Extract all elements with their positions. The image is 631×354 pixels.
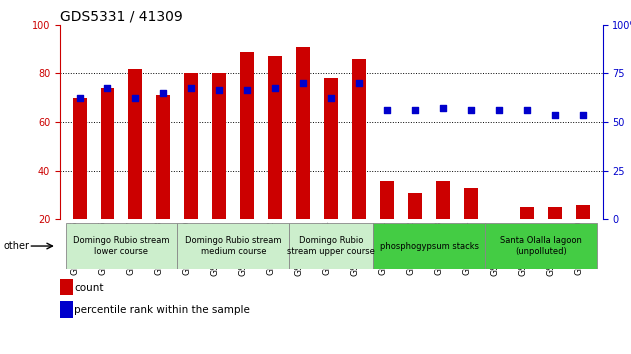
Bar [464,188,478,268]
Point [74,95,85,101]
Point [438,105,448,110]
Bar [100,88,114,268]
Bar [297,47,310,268]
Bar [73,98,86,268]
Text: Santa Olalla lagoon
(unpolluted): Santa Olalla lagoon (unpolluted) [500,236,582,256]
Point [186,85,196,91]
Bar [60,279,73,296]
Bar [213,73,227,268]
Text: Domingo Rubio stream
medium course: Domingo Rubio stream medium course [185,236,281,256]
Point [298,80,309,86]
Bar [66,223,177,269]
Text: Domingo Rubio stream
lower course: Domingo Rubio stream lower course [73,236,170,256]
Point [522,107,532,113]
Bar [520,207,534,268]
Bar [352,59,366,268]
Bar [548,207,562,268]
Bar [184,73,198,268]
Text: Domingo Rubio
stream upper course: Domingo Rubio stream upper course [287,236,375,256]
Point [382,107,392,113]
Point [242,88,252,93]
Bar [268,56,282,268]
Point [215,88,225,93]
Bar [240,52,254,268]
Point [158,90,168,96]
Bar [373,223,485,269]
Point [131,95,141,101]
Text: percentile rank within the sample: percentile rank within the sample [74,305,250,315]
Bar [492,266,506,268]
Bar [129,69,143,268]
Point [270,85,280,91]
Bar [576,205,590,268]
Text: other: other [3,241,29,251]
Point [494,107,504,113]
Bar [324,78,338,268]
Point [466,107,476,113]
Bar [177,223,290,269]
Text: phosphogypsum stacks: phosphogypsum stacks [380,241,479,251]
Point [550,112,560,118]
Bar [290,223,373,269]
Bar [380,181,394,268]
Bar [156,95,170,268]
Bar [436,181,450,268]
Point [410,107,420,113]
Point [578,112,588,118]
Text: count: count [74,282,103,293]
Point [326,95,336,101]
Point [354,80,364,86]
Point [102,85,112,91]
Text: GDS5331 / 41309: GDS5331 / 41309 [60,10,183,24]
Bar [60,302,73,318]
Bar [408,193,422,268]
Bar [485,223,597,269]
